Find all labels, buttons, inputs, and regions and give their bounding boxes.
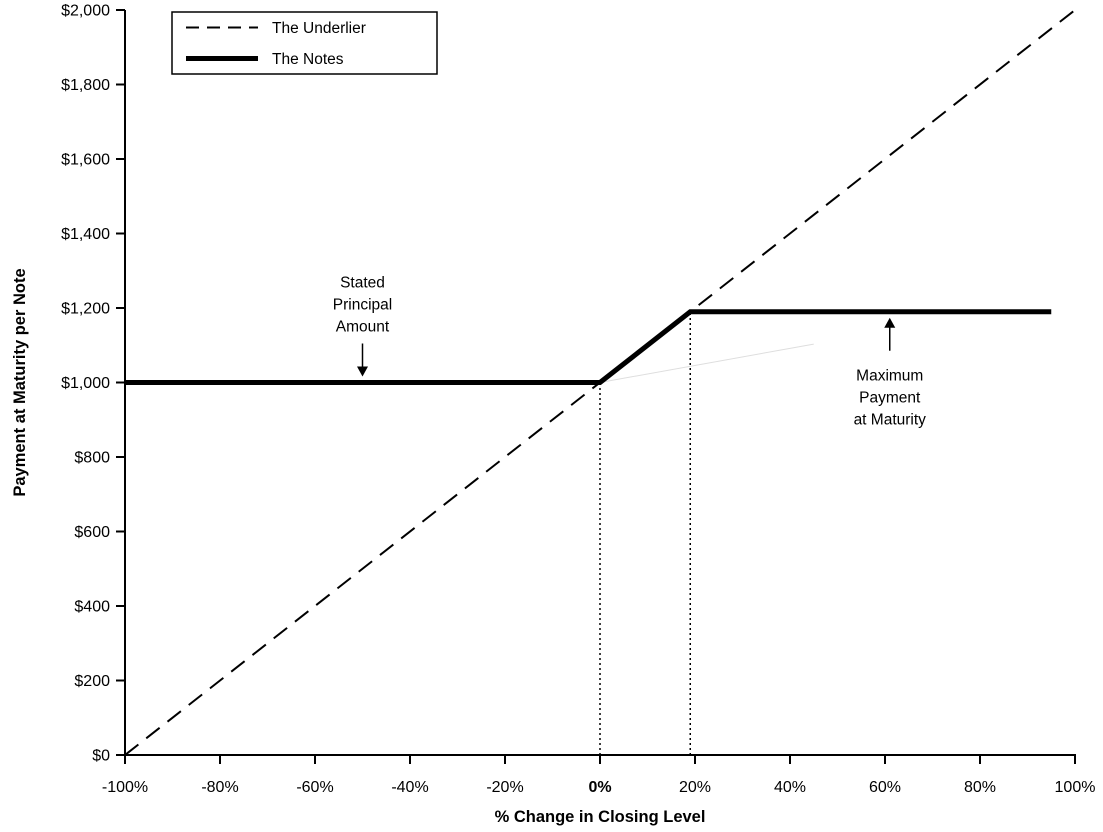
y-tick-label: $800 [74,450,110,467]
faint-artifact-line [599,343,814,383]
y-tick-label: $1,000 [61,375,110,392]
y-tick-label: $0 [92,748,110,765]
x-tick-label: 20% [679,779,711,796]
annotation-text-line: Maximum [856,368,923,385]
y-tick-label: $1,400 [61,226,110,243]
annotation-maximum-payment-at-maturity: Maximum Payment at Maturity [854,317,927,429]
y-tick-label: $1,800 [61,77,110,94]
y-tick-label: $400 [74,599,110,616]
x-tick-label: -20% [486,779,523,796]
y-tick-label: $600 [74,524,110,541]
legend-label: The Underlier [272,20,366,37]
annotation-text-line: Stated [340,275,385,292]
y-axis-title: Payment at Maturity per Note [11,268,29,496]
x-tick-label: 60% [869,779,901,796]
x-tick-label: -80% [201,779,238,796]
x-axis-title: % Change in Closing Level [495,808,706,826]
annotation-text-line: Payment [859,390,921,407]
y-tick-label: $1,200 [61,301,110,318]
y-tick-label: $2,000 [61,3,110,20]
legend-label: The Notes [272,51,344,68]
x-tick-label: 100% [1055,779,1096,796]
x-tick-label: -60% [296,779,333,796]
x-tick-label: -40% [391,779,428,796]
arrow-head-down-icon [357,366,368,377]
y-tick-label: $200 [74,673,110,690]
x-tick-label: 40% [774,779,806,796]
legend-box [171,11,438,75]
x-tick-label: -100% [102,779,148,796]
annotation-text-line: at Maturity [854,412,927,429]
x-tick-label: 80% [964,779,996,796]
annotation-stated-principal-amount: Stated Principal Amount [333,275,392,377]
the-notes-line [125,309,1052,385]
x-tick-label: 0% [588,779,611,796]
y-tick-label: $1,600 [61,152,110,169]
arrow-head-up-icon [884,317,896,328]
annotation-text-line: Principal [333,297,392,314]
annotation-text-line: Amount [336,319,390,336]
